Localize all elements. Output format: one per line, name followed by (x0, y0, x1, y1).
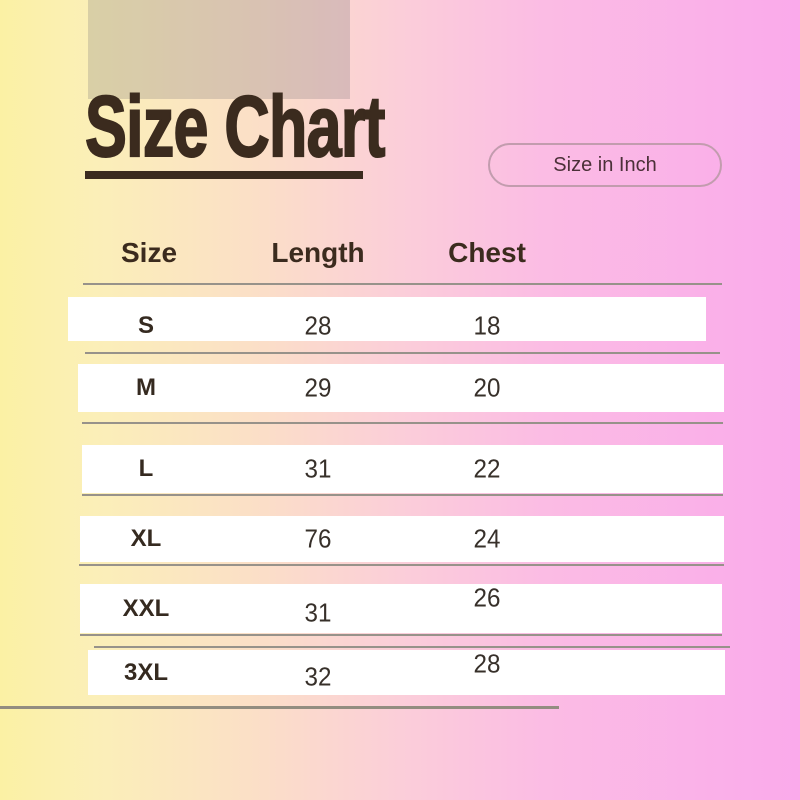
chest-value: 24 (473, 523, 501, 554)
row-band (68, 297, 706, 341)
unit-badge[interactable]: Size in Inch (488, 143, 722, 187)
header-photo-overlay (88, 0, 350, 99)
row-separator-line (82, 494, 723, 496)
row-separator-line (94, 646, 730, 648)
table-row: 3XL 32 28 (0, 648, 800, 695)
table-row: XXL 31 26 (0, 582, 800, 633)
length-value: 32 (304, 661, 332, 691)
row-band (78, 364, 724, 412)
length-value: 28 (304, 310, 332, 341)
row-band (82, 445, 723, 493)
length-value: 29 (304, 372, 332, 403)
size-value: L (138, 455, 154, 482)
row-band (80, 584, 722, 633)
chest-value: 20 (473, 372, 501, 403)
row-separator-line (82, 422, 723, 424)
title-underline (85, 171, 363, 179)
row-separator-line (79, 564, 724, 566)
column-header-chest: Chest (448, 237, 526, 268)
row-band (88, 650, 725, 695)
chest-value: 22 (473, 453, 501, 484)
footer-line (0, 706, 559, 709)
size-value: XXL (122, 594, 170, 622)
table-row: S 28 18 (0, 297, 800, 341)
table-row: M 29 20 (0, 364, 800, 412)
page-title: Size Chart (84, 79, 386, 175)
chest-value: 18 (473, 310, 501, 341)
column-header-length: Length (271, 237, 365, 268)
size-value: M (136, 374, 156, 401)
size-value: 3XL (123, 658, 169, 686)
table-row: XL 76 24 (0, 516, 800, 562)
chest-value: 26 (473, 582, 501, 612)
table-row: L 31 22 (0, 445, 800, 493)
unit-badge-label: Size in Inch (553, 153, 657, 176)
row-separator-line (85, 352, 720, 354)
size-value: XL (130, 525, 162, 552)
size-value: S (137, 312, 155, 339)
row-separator-line (80, 634, 722, 636)
length-value: 31 (304, 453, 332, 484)
chest-value: 28 (473, 648, 501, 678)
length-value: 31 (304, 597, 332, 627)
row-band (80, 516, 724, 562)
header-separator-line (83, 283, 722, 285)
length-value: 76 (304, 523, 332, 554)
column-header-size: Size (120, 237, 178, 268)
